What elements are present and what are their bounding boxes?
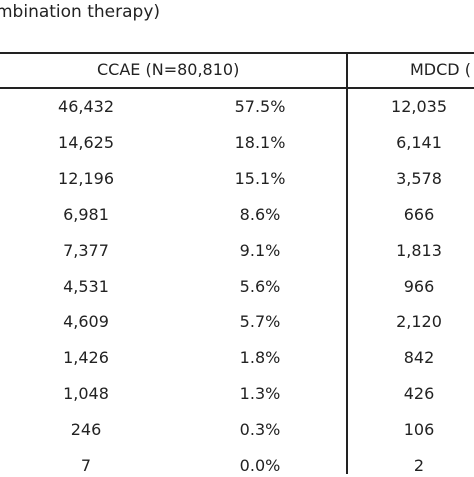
ccae-count-cell: 46,432	[58, 97, 114, 116]
ccae-count-cell: 12,196	[58, 168, 114, 188]
mdcd-count-cell: 426	[403, 384, 435, 404]
mdcd-count-cell: 966	[403, 276, 435, 296]
ccae-count-cell: 14,625	[58, 132, 114, 152]
ccae-count-cell: 6,981	[63, 204, 109, 224]
mdcd-count-cell: 1,813	[396, 240, 442, 260]
mdcd-count-cell: 2,120	[396, 312, 442, 332]
ccae-count-cell: 7	[80, 456, 92, 475]
ccae-percent-cell: 5.7%	[239, 312, 281, 332]
ccae-count-cell: 4,531	[63, 276, 109, 296]
header-bottom-rule	[0, 87, 474, 89]
mdcd-count-cell: 666	[403, 204, 435, 224]
ccae-percent-cell: 9.1%	[239, 240, 281, 260]
ccae-count-cell: 4,609	[63, 312, 109, 332]
ccae-count-cell: 1,426	[63, 348, 109, 368]
ccae-percent-cell: 1.3%	[239, 384, 281, 404]
mdcd-group-header: MDCD (	[410, 60, 471, 79]
ccae-percent-cell: 1.8%	[239, 348, 281, 368]
ccae-percent-cell: 8.6%	[239, 204, 281, 224]
mdcd-count-cell: 6,141	[396, 132, 442, 152]
mdcd-count-cell: 3,578	[396, 168, 442, 188]
table-top-rule	[0, 52, 474, 54]
ccae-percent-cell: 18.1%	[234, 132, 286, 152]
mdcd-count-cell: 842	[403, 348, 435, 368]
ccae-count-cell: 246	[70, 420, 102, 440]
ccae-count-cell: 1,048	[63, 384, 109, 404]
mdcd-count-cell: 106	[403, 420, 435, 440]
ccae-group-header: CCAE (N=80,810)	[97, 60, 240, 79]
mdcd-count-cell: 2	[413, 456, 425, 475]
ccae-percent-cell: 0.0%	[239, 456, 281, 475]
column-divider	[346, 53, 348, 474]
ccae-count-cell: 7,377	[63, 240, 109, 260]
table-caption: mbination therapy)	[0, 2, 161, 22]
mdcd-count-cell: 12,035	[391, 97, 447, 116]
ccae-percent-cell: 57.5%	[234, 97, 286, 116]
ccae-percent-cell: 0.3%	[239, 420, 281, 440]
ccae-percent-cell: 5.6%	[239, 276, 281, 296]
ccae-percent-cell: 15.1%	[234, 168, 286, 188]
